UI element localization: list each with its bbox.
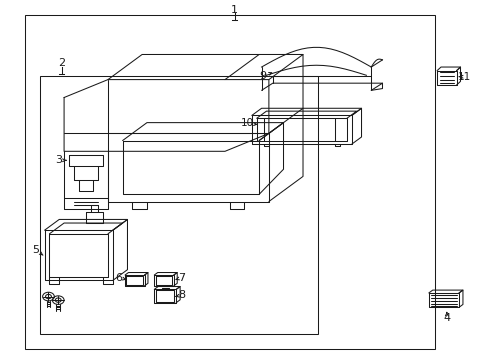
Text: 4: 4: [443, 313, 449, 323]
Text: 10: 10: [240, 118, 253, 128]
Bar: [40, 76, 317, 334]
Text: 5: 5: [32, 245, 39, 255]
Text: 8: 8: [178, 291, 185, 301]
Text: 7: 7: [178, 273, 185, 283]
Text: 9: 9: [259, 71, 266, 81]
Bar: [25, 15, 434, 348]
Text: 2: 2: [58, 58, 65, 68]
Text: 3: 3: [55, 155, 61, 165]
Text: 1: 1: [231, 5, 238, 15]
Text: 11: 11: [457, 72, 470, 82]
Text: 6: 6: [115, 273, 122, 283]
